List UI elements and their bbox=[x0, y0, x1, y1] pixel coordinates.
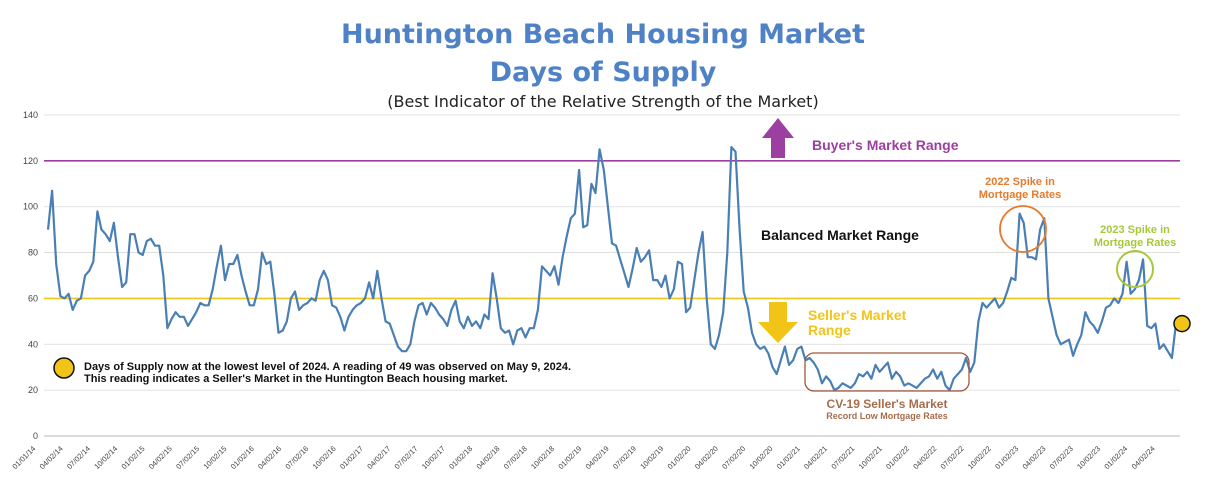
x-tick-label: 01/02/17 bbox=[338, 444, 365, 471]
x-axis-ticks: 01/01/14 04/02/14 07/02/14 10/02/14 01/02/15… bbox=[10, 444, 1156, 471]
note-line-1: Days of Supply now at the lowest level o… bbox=[84, 361, 571, 373]
x-tick-label: 07/02/17 bbox=[393, 444, 420, 471]
reference-lines bbox=[44, 160, 1180, 300]
x-tick-label: 01/02/20 bbox=[666, 444, 693, 471]
x-tick-label: 04/02/21 bbox=[802, 444, 829, 471]
covid-sublabel: Record Low Mortgage Rates bbox=[826, 411, 948, 421]
y-tick-label: 140 bbox=[23, 110, 38, 120]
x-tick-label: 04/02/20 bbox=[693, 444, 720, 471]
x-tick-label: 10/02/21 bbox=[857, 444, 884, 471]
x-tick-label: 07/02/15 bbox=[174, 444, 201, 471]
sellers-arrow-down-icon bbox=[758, 302, 798, 343]
x-tick-label: 01/02/19 bbox=[556, 444, 583, 471]
spike-2023-label-line2: Mortgage Rates bbox=[1094, 237, 1177, 249]
series-line-days-of-supply bbox=[46, 146, 1178, 392]
x-tick-label: 04/02/23 bbox=[1021, 444, 1048, 471]
note-marker-icon bbox=[53, 357, 75, 379]
x-tick-label: 10/02/18 bbox=[529, 444, 556, 471]
spike-2022-label-line1: 2022 Spike in bbox=[985, 176, 1055, 188]
series-layer bbox=[46, 146, 1178, 392]
x-tick-label: 04/02/19 bbox=[584, 444, 611, 471]
x-tick-label: 10/02/20 bbox=[748, 444, 775, 471]
chart-title: Huntington Beach Housing Market bbox=[341, 19, 865, 50]
x-tick-label: 10/02/15 bbox=[202, 444, 229, 471]
y-tick-label: 120 bbox=[23, 156, 38, 166]
spike-2022-label-line2: Mortgage Rates bbox=[979, 189, 1062, 201]
chart-caption: (Best Indicator of the Relative Strength… bbox=[387, 92, 818, 111]
x-tick-label: 01/02/15 bbox=[120, 444, 147, 471]
x-tick-label: 04/02/16 bbox=[256, 444, 283, 471]
buyers-range-label: Buyer's Market Range bbox=[812, 137, 959, 153]
x-tick-label: 07/02/16 bbox=[283, 444, 310, 471]
x-tick-label: 01/02/16 bbox=[229, 444, 256, 471]
x-tick-label: 01/02/21 bbox=[775, 444, 802, 471]
buyers-arrow-up-icon bbox=[762, 118, 794, 158]
sellers-range-label-line1: Seller's Market bbox=[808, 307, 907, 323]
chart-subtitle: Days of Supply bbox=[490, 57, 717, 88]
x-tick-label: 10/02/17 bbox=[420, 444, 447, 471]
y-axis-ticks: 0 20 40 60 80 100 120 140 bbox=[23, 110, 38, 441]
x-tick-label: 10/02/19 bbox=[638, 444, 665, 471]
x-tick-label: 07/02/20 bbox=[720, 444, 747, 471]
x-tick-label: 04/02/14 bbox=[38, 444, 65, 471]
spike-2023-circle bbox=[1116, 250, 1154, 288]
y-tick-label: 80 bbox=[28, 248, 38, 258]
y-tick-label: 0 bbox=[33, 431, 38, 441]
y-tick-label: 20 bbox=[28, 385, 38, 395]
y-tick-label: 60 bbox=[28, 293, 38, 303]
x-tick-label: 04/02/15 bbox=[147, 444, 174, 471]
y-tick-label: 40 bbox=[28, 339, 38, 349]
x-tick-label: 07/02/23 bbox=[1048, 444, 1075, 471]
x-tick-label: 04/02/18 bbox=[475, 444, 502, 471]
x-tick-label: 10/02/22 bbox=[966, 444, 993, 471]
x-tick-label: 01/02/24 bbox=[1102, 444, 1129, 471]
x-tick-label: 04/02/17 bbox=[365, 444, 392, 471]
x-tick-label: 01/02/22 bbox=[884, 444, 911, 471]
x-tick-label: 01/01/14 bbox=[10, 444, 37, 471]
x-tick-label: 07/02/19 bbox=[611, 444, 638, 471]
y-tick-label: 100 bbox=[23, 202, 38, 212]
balanced-range-label: Balanced Market Range bbox=[761, 227, 919, 243]
x-tick-label: 01/02/23 bbox=[993, 444, 1020, 471]
x-tick-label: 01/02/18 bbox=[447, 444, 474, 471]
x-tick-label: 04/02/22 bbox=[911, 444, 938, 471]
latest-value-marker bbox=[1173, 314, 1191, 333]
spike-2022-circle bbox=[999, 205, 1047, 253]
x-tick-label: 10/02/14 bbox=[92, 444, 119, 471]
x-tick-label: 07/02/18 bbox=[502, 444, 529, 471]
covid-label: CV-19 Seller's Market bbox=[827, 397, 948, 411]
x-tick-label: 04/02/24 bbox=[1130, 444, 1157, 471]
x-tick-label: 10/02/23 bbox=[1075, 444, 1102, 471]
x-tick-label: 07/02/14 bbox=[65, 444, 92, 471]
sellers-range-label-line2: Range bbox=[808, 322, 851, 338]
covid-period-box bbox=[804, 352, 970, 392]
note-line-2: This reading indicates a Seller's Market… bbox=[84, 373, 508, 385]
spike-2023-label-line1: 2023 Spike in bbox=[1100, 224, 1170, 236]
x-tick-label: 07/02/21 bbox=[829, 444, 856, 471]
x-tick-label: 07/02/22 bbox=[939, 444, 966, 471]
x-tick-label: 10/02/16 bbox=[311, 444, 338, 471]
